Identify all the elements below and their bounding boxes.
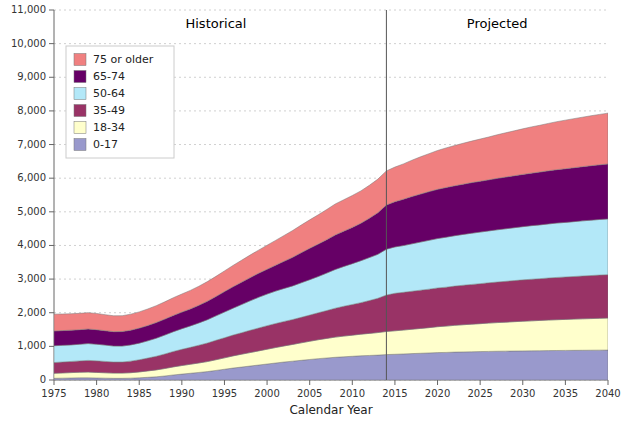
legend-label: 50-64 [93,87,125,100]
tick-mark [49,43,54,44]
tick-label: 11,000 [11,4,46,15]
tick-mark [49,144,54,145]
tick-mark [49,211,54,212]
tick-mark [608,380,609,385]
axes: 0 1,000 2,000 3,000 4,000 5,000 6,000 7,000 8,00… [11,4,621,399]
plot-area [54,10,608,380]
tick-mark [49,346,54,347]
tick-label: 1975 [41,388,66,399]
grid-line [54,43,608,44]
legend-swatch [74,71,86,83]
tick-mark [96,380,97,385]
tick-label: 2025 [467,388,492,399]
tick-mark [49,312,54,313]
legend-swatch [74,88,86,100]
tick-label: 2015 [382,388,407,399]
tick-mark [49,178,54,179]
tick-label: 8,000 [17,105,46,116]
legend-label: 35-49 [93,104,125,117]
axis-title: Calendar Year [289,403,372,417]
tick-mark [480,380,481,385]
tick-label: 2005 [297,388,322,399]
tick-mark [49,279,54,280]
tick-label: 2020 [425,388,450,399]
tick-label: 7,000 [17,139,46,150]
tick-label: 2,000 [17,307,46,318]
tick-mark [437,380,438,385]
tick-label: 10,000 [11,38,46,49]
divider-line [386,10,387,380]
tick-mark [139,380,140,385]
tick-label: 2030 [510,388,535,399]
legend: 75 or older 65-74 50-64 35-49 18-34 0-17 [66,46,174,158]
tick-label: 4,000 [17,239,46,250]
legend-label: 65-74 [93,70,125,83]
tick-mark [49,245,54,246]
tick-mark [394,380,395,385]
legend-swatch [74,105,86,117]
legend-label: 0-17 [93,138,118,151]
tick-mark [565,380,566,385]
tick-mark [522,380,523,385]
tick-label: 1985 [127,388,152,399]
tick-label: 1,000 [17,340,46,351]
tick-mark [267,380,268,385]
tick-label: 2040 [595,388,620,399]
tick-mark [49,10,54,11]
tick-mark [49,77,54,78]
tick-mark [54,380,55,385]
tick-label: 1995 [212,388,237,399]
grid [54,10,608,380]
legend-label: 75 or older [93,53,154,66]
legend-swatch [74,139,86,151]
tick-mark [49,380,54,381]
tick-label: 2010 [340,388,365,399]
tick-label: 2000 [254,388,279,399]
tick-label: 6,000 [17,172,46,183]
tick-label: 1990 [169,388,194,399]
tick-mark [352,380,353,385]
tick-mark [224,380,225,385]
tick-label: 5,000 [17,206,46,217]
legend-label: 18-34 [93,121,125,134]
tick-mark [49,110,54,111]
tick-label: 3,000 [17,273,46,284]
grid-line [54,10,608,11]
chart: 0 1,000 2,000 3,000 4,000 5,000 6,000 7,000 8,00… [0,0,624,422]
tick-label: 1980 [84,388,109,399]
legend-swatch [74,122,86,134]
legend-box [66,46,174,158]
annotation: Historical [185,16,246,31]
tick-label: 2035 [553,388,578,399]
legend-swatch [74,54,86,66]
annotation: Projected [467,16,528,31]
tick-label: 9,000 [17,71,46,82]
tick-mark [181,380,182,385]
tick-mark [309,380,310,385]
tick-label: 0 [40,374,46,385]
